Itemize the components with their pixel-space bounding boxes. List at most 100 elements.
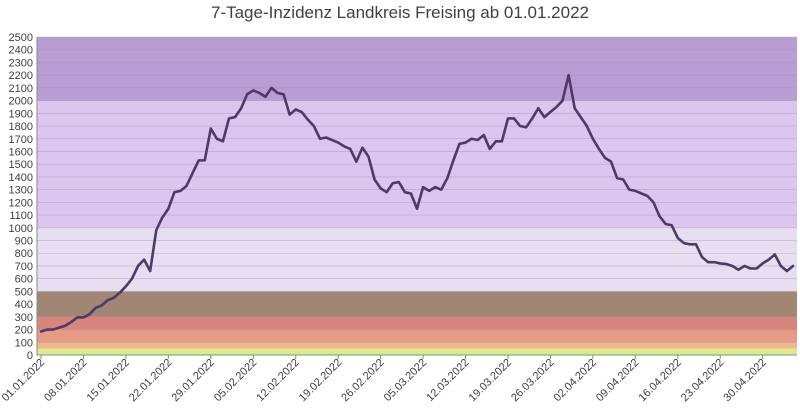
data-point bbox=[391, 182, 394, 185]
x-tick-label: 01.01.2022 bbox=[0, 357, 47, 404]
data-point bbox=[482, 134, 485, 136]
data-point bbox=[634, 190, 637, 192]
data-point bbox=[646, 195, 649, 197]
data-point bbox=[228, 117, 230, 120]
data-point bbox=[106, 299, 109, 302]
data-point bbox=[598, 148, 600, 150]
data-point bbox=[573, 107, 576, 110]
data-point bbox=[64, 324, 67, 327]
x-tick-label: 26.02.2022 bbox=[339, 357, 386, 404]
y-tick-label: 2300 bbox=[9, 57, 33, 69]
data-point bbox=[543, 116, 546, 119]
data-point bbox=[149, 270, 152, 272]
data-point bbox=[403, 191, 406, 194]
data-point bbox=[215, 137, 218, 140]
data-point bbox=[325, 136, 327, 139]
data-point bbox=[591, 137, 594, 140]
data-point bbox=[513, 117, 515, 120]
data-point bbox=[282, 93, 285, 96]
y-tick-label: 1500 bbox=[9, 159, 33, 171]
y-tick-label: 300 bbox=[15, 312, 33, 324]
data-point bbox=[331, 139, 333, 141]
x-tick-label: 05.03.2022 bbox=[382, 357, 429, 404]
y-tick-label: 700 bbox=[15, 261, 33, 273]
data-point bbox=[470, 137, 473, 140]
data-point bbox=[288, 113, 291, 116]
data-point bbox=[118, 291, 121, 294]
band-200-300 bbox=[37, 316, 797, 330]
data-point bbox=[622, 178, 625, 181]
data-point bbox=[131, 277, 133, 280]
data-point bbox=[549, 111, 552, 113]
data-point bbox=[222, 140, 224, 143]
data-point bbox=[561, 99, 564, 102]
data-point bbox=[246, 93, 249, 96]
data-point bbox=[670, 224, 673, 227]
x-tick-label: 05.02.2022 bbox=[212, 357, 259, 404]
band-0-35 bbox=[37, 350, 797, 355]
data-point bbox=[737, 268, 740, 271]
x-tick-label: 30.04.2022 bbox=[721, 357, 768, 404]
band-50-100 bbox=[37, 342, 797, 349]
data-point bbox=[507, 117, 509, 120]
data-point bbox=[464, 141, 467, 144]
data-point bbox=[664, 223, 667, 225]
y-tick-label: 900 bbox=[15, 236, 33, 248]
data-point bbox=[397, 181, 400, 183]
y-tick-label: 400 bbox=[15, 299, 33, 311]
y-tick-label: 2100 bbox=[9, 83, 33, 95]
y-tick-label: 800 bbox=[15, 248, 33, 260]
data-point bbox=[82, 316, 85, 319]
data-point bbox=[604, 156, 606, 159]
data-point bbox=[185, 184, 188, 187]
data-point bbox=[416, 207, 418, 210]
data-point bbox=[234, 116, 236, 119]
data-point bbox=[361, 146, 364, 149]
data-point bbox=[313, 125, 315, 127]
data-point bbox=[203, 159, 206, 162]
data-point bbox=[349, 148, 352, 150]
x-tick-label: 23.04.2022 bbox=[679, 357, 726, 404]
data-point bbox=[161, 216, 164, 219]
data-point bbox=[640, 192, 643, 195]
data-point bbox=[70, 321, 73, 323]
y-tick-label: 1600 bbox=[9, 146, 33, 158]
x-tick-label: 12.02.2022 bbox=[254, 357, 301, 404]
data-point bbox=[713, 261, 716, 264]
data-point bbox=[428, 190, 431, 192]
data-point bbox=[707, 261, 709, 264]
data-point bbox=[458, 142, 461, 145]
x-tick-label: 12.03.2022 bbox=[424, 357, 471, 404]
data-point bbox=[276, 92, 279, 94]
data-point bbox=[725, 263, 728, 265]
data-point bbox=[385, 191, 388, 194]
data-point bbox=[40, 330, 42, 333]
data-point bbox=[76, 316, 79, 319]
data-point bbox=[343, 145, 346, 148]
data-point bbox=[585, 125, 588, 127]
y-tick-label: 2200 bbox=[9, 70, 33, 82]
x-tick-label: 02.04.2022 bbox=[552, 357, 599, 404]
y-tick-label: 0 bbox=[27, 350, 33, 362]
y-tick-label: 2500 bbox=[9, 32, 33, 44]
data-point bbox=[94, 307, 97, 309]
data-point bbox=[319, 137, 321, 140]
data-point bbox=[494, 140, 497, 143]
data-point bbox=[300, 111, 303, 113]
data-point bbox=[531, 117, 534, 120]
y-tick-label: 1400 bbox=[9, 172, 33, 184]
data-point bbox=[355, 160, 358, 163]
data-point bbox=[173, 191, 176, 194]
y-tick-label: 2000 bbox=[9, 96, 33, 108]
data-point bbox=[137, 265, 139, 267]
data-point bbox=[434, 186, 437, 188]
data-point bbox=[264, 95, 267, 98]
data-point bbox=[501, 140, 503, 143]
data-point bbox=[616, 177, 619, 180]
data-point bbox=[537, 107, 540, 110]
data-point bbox=[270, 86, 273, 89]
data-point bbox=[689, 243, 691, 246]
data-point bbox=[476, 139, 479, 141]
data-point bbox=[519, 125, 521, 127]
data-point bbox=[446, 177, 449, 180]
